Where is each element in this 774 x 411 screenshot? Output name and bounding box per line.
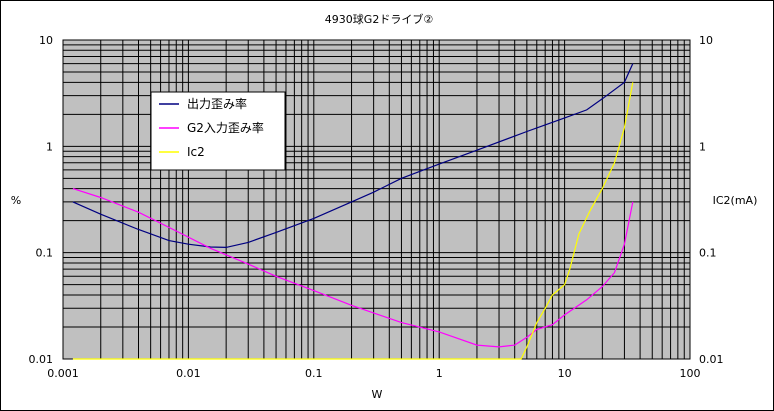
x-tick-label: 0.001	[47, 367, 79, 380]
series-line-3	[72, 82, 634, 360]
y-tick-label: 0.01	[29, 353, 54, 366]
x-tick-label: 1	[436, 367, 443, 380]
x-tick-label: 0.01	[176, 367, 201, 380]
y2-tick-label: 10	[699, 34, 713, 47]
y-tick-label: 10	[39, 34, 53, 47]
legend-label: 出力歪み率	[187, 96, 247, 111]
y-tick-label: 0.1	[36, 247, 54, 260]
x-tick-label: 0.1	[305, 367, 323, 380]
y-axis-label: %	[11, 194, 21, 207]
chart-title: 4930球G2ドライブ②	[325, 12, 434, 26]
legend-label: Ic2	[187, 145, 205, 159]
legend-label: G2入力歪み率	[187, 120, 264, 135]
legend-box	[150, 91, 286, 171]
series-line-1	[72, 63, 634, 249]
x-tick-label: 100	[680, 367, 701, 380]
series-line-2	[72, 188, 634, 348]
y-tick-label: 1	[46, 140, 53, 153]
x-tick-label: 10	[558, 367, 572, 380]
y2-tick-label: 1	[699, 140, 706, 153]
y2-tick-label: 0.1	[699, 247, 717, 260]
y2-tick-label: 0.01	[699, 353, 724, 366]
x-axis-label: W	[372, 388, 383, 401]
y2-axis-label: IC2(mA)	[713, 194, 758, 207]
